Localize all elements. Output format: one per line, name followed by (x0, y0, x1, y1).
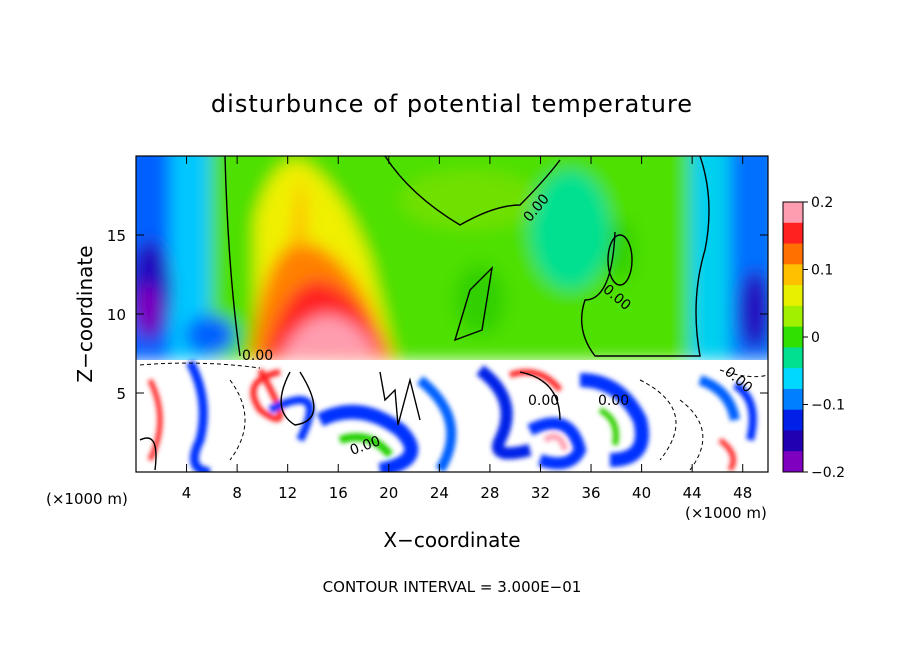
lower-turbulent-field (136, 359, 768, 472)
y-tick-label: 10 (107, 306, 126, 324)
x-tick-label: 20 (379, 484, 398, 502)
x-tick-label: 48 (733, 484, 752, 502)
colorbar-band (783, 305, 803, 328)
colorbar-band (783, 264, 803, 286)
x-tick-label: 36 (581, 484, 600, 502)
colorbar-band (783, 347, 803, 369)
contour-label: 0.00 (242, 348, 273, 364)
contour-label: 0.00 (528, 393, 559, 409)
colorbar-band (783, 388, 803, 411)
x-axis: 4 8 12 16 20 24 28 32 36 40 44 48 (182, 156, 752, 502)
contour-label: 0.00 (598, 393, 629, 409)
colorbar-band (783, 326, 803, 348)
x-tick-label: 32 (531, 484, 550, 502)
x-unit-right: (×1000 m) (685, 504, 767, 522)
colorbar-tick-label: −0.1 (811, 398, 845, 414)
chart-title: disturbunce of potential temperature (211, 90, 693, 118)
upper-field (136, 156, 768, 360)
solid-contours (139, 156, 710, 471)
colorbar-band (783, 202, 803, 224)
y-axis: 5 10 15 (107, 227, 768, 403)
dashed-contours (139, 362, 768, 471)
colorbar-tick-label: 0.1 (811, 263, 833, 279)
x-tick-label: 8 (232, 484, 242, 502)
x-tick-label: 28 (480, 484, 499, 502)
x-tick-label: 16 (329, 484, 348, 502)
x-tick-label: 12 (278, 484, 297, 502)
x-tick-label: 40 (632, 484, 651, 502)
colorbar-band (783, 243, 803, 265)
colorbar-tick-label: −0.2 (811, 465, 845, 481)
x-tick-label: 24 (430, 484, 449, 502)
x-unit-left: (×1000 m) (46, 490, 128, 508)
x-tick-label: 44 (683, 484, 702, 502)
colorbar-band (783, 222, 803, 245)
x-tick-label: 4 (182, 484, 192, 502)
colorbar-band (783, 285, 803, 307)
x-axis-label: X−coordinate (383, 528, 520, 552)
y-axis-label: Z−coordinate (73, 245, 97, 382)
y-tick-label: 15 (107, 227, 126, 245)
y-tick-label: 5 (116, 385, 126, 403)
colorbar-band (783, 451, 803, 473)
colorbar: 0.2 0.1 0 −0.1 −0.2 (782, 195, 845, 481)
contour-interval-footer: CONTOUR INTERVAL = 3.000E−01 (323, 578, 582, 596)
plot-area (136, 156, 768, 472)
colorbar-band (783, 409, 803, 431)
colorbar-tick-label: 0 (811, 330, 820, 346)
colorbar-band (783, 430, 803, 452)
colorbar-band (783, 368, 803, 390)
colorbar-tick-label: 0.2 (811, 195, 833, 211)
